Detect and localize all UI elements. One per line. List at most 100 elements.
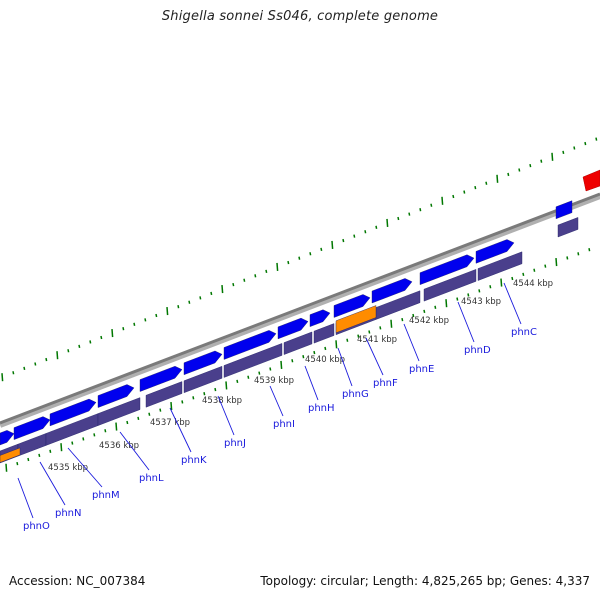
tick-mark bbox=[166, 307, 169, 316]
tick-mark bbox=[34, 362, 37, 366]
kbp-label: 4540 kbp bbox=[305, 355, 345, 365]
tick-mark bbox=[298, 256, 301, 260]
gene-leader-line bbox=[269, 385, 284, 417]
kbp-label: 4537 kbp bbox=[150, 418, 190, 428]
cds-arrow bbox=[555, 200, 573, 220]
tick-mark bbox=[485, 181, 488, 185]
tick-mark bbox=[408, 212, 411, 216]
tick-mark bbox=[232, 282, 235, 287]
tick-mark bbox=[397, 216, 400, 221]
gene-leader-line bbox=[457, 301, 475, 343]
tick-mark bbox=[155, 313, 158, 318]
tick-mark bbox=[12, 371, 15, 375]
gene-label: phnJ bbox=[224, 438, 246, 449]
tick-mark bbox=[148, 412, 151, 416]
cds-segment bbox=[313, 323, 335, 344]
tick-mark bbox=[111, 329, 114, 338]
tick-mark bbox=[364, 230, 367, 234]
tick-mark bbox=[254, 274, 257, 278]
gene-leader-line bbox=[503, 282, 522, 325]
tick-mark bbox=[93, 433, 96, 437]
tick-mark bbox=[67, 349, 70, 353]
kbp-label: 4542 kbp bbox=[409, 316, 449, 326]
tick-mark bbox=[533, 268, 536, 272]
other-feature bbox=[582, 169, 600, 192]
cds-segment bbox=[97, 397, 141, 426]
gene-label: phnD bbox=[464, 345, 491, 356]
tick-mark bbox=[511, 276, 514, 281]
tick-mark bbox=[562, 150, 565, 155]
tick-mark bbox=[588, 248, 591, 252]
tick-mark bbox=[82, 437, 85, 441]
cds-arrow bbox=[475, 239, 515, 264]
gene-label: phnE bbox=[409, 364, 434, 375]
cds-forward-track bbox=[0, 200, 573, 446]
kbp-label: 4544 kbp bbox=[513, 279, 553, 289]
tick-mark bbox=[584, 141, 587, 146]
gene-leader-line bbox=[304, 365, 319, 401]
kbp-label: 4543 kbp bbox=[461, 297, 501, 307]
tick-mark bbox=[115, 422, 118, 431]
gene-leader-line bbox=[365, 337, 384, 376]
tick-mark bbox=[159, 408, 162, 412]
cds-arrow bbox=[97, 384, 135, 408]
tick-mark bbox=[522, 272, 525, 277]
tick-mark bbox=[56, 351, 59, 360]
cds-track bbox=[0, 217, 579, 464]
cds-segment bbox=[557, 217, 579, 238]
tick-mark bbox=[302, 355, 305, 359]
cds-arrow bbox=[277, 317, 309, 340]
tick-mark bbox=[309, 252, 312, 256]
tick-mark bbox=[243, 278, 246, 282]
tick-mark bbox=[144, 318, 147, 322]
gene-leader-line bbox=[39, 461, 66, 506]
tick-mark bbox=[122, 327, 125, 331]
tick-mark bbox=[287, 260, 290, 265]
tick-mark bbox=[573, 146, 576, 150]
tick-mark bbox=[401, 317, 404, 322]
cds-arrow bbox=[333, 294, 371, 318]
highlight-segment bbox=[335, 305, 377, 334]
gene-label: phnG bbox=[342, 389, 369, 400]
tick-mark bbox=[386, 218, 389, 227]
tick-mark bbox=[225, 381, 228, 390]
gene-leader-line bbox=[217, 395, 235, 436]
cds-arrow bbox=[309, 309, 331, 327]
tick-mark bbox=[551, 152, 554, 161]
tick-mark bbox=[236, 379, 239, 384]
tick-mark bbox=[247, 375, 250, 379]
tick-mark bbox=[518, 168, 521, 172]
tick-mark bbox=[555, 257, 558, 267]
kbp-label: 4538 kbp bbox=[202, 396, 242, 406]
cds-arrow bbox=[223, 330, 277, 360]
gene-label: phnM bbox=[92, 490, 120, 501]
backbone-shadow bbox=[0, 193, 600, 428]
gene-leader-line bbox=[17, 477, 34, 519]
tick-mark bbox=[423, 309, 426, 314]
tick-mark bbox=[331, 240, 334, 250]
tick-mark bbox=[456, 297, 459, 301]
tick-mark bbox=[210, 291, 213, 296]
tick-mark bbox=[540, 159, 543, 163]
cds-segment bbox=[423, 269, 477, 302]
cds-segment bbox=[477, 251, 523, 281]
tick-mark bbox=[346, 338, 349, 342]
gene-leader-line bbox=[337, 347, 353, 387]
cds-segment bbox=[17, 433, 47, 457]
tick-mark bbox=[430, 203, 433, 207]
cds-arrow bbox=[371, 278, 413, 304]
tick-mark bbox=[265, 269, 268, 274]
tick-mark bbox=[126, 420, 129, 425]
cds-arrow bbox=[419, 254, 475, 285]
cds-arrow bbox=[0, 430, 15, 446]
tick-mark bbox=[496, 174, 499, 183]
tick-mark bbox=[16, 461, 19, 466]
gene-leader-line bbox=[119, 431, 150, 471]
tick-mark bbox=[104, 429, 107, 433]
tick-mark bbox=[474, 185, 477, 190]
tick-mark bbox=[529, 163, 532, 168]
tick-mark bbox=[203, 392, 206, 396]
tick-mark bbox=[5, 463, 8, 472]
cds-arrow bbox=[183, 350, 223, 376]
gene-label: phnF bbox=[373, 378, 398, 389]
